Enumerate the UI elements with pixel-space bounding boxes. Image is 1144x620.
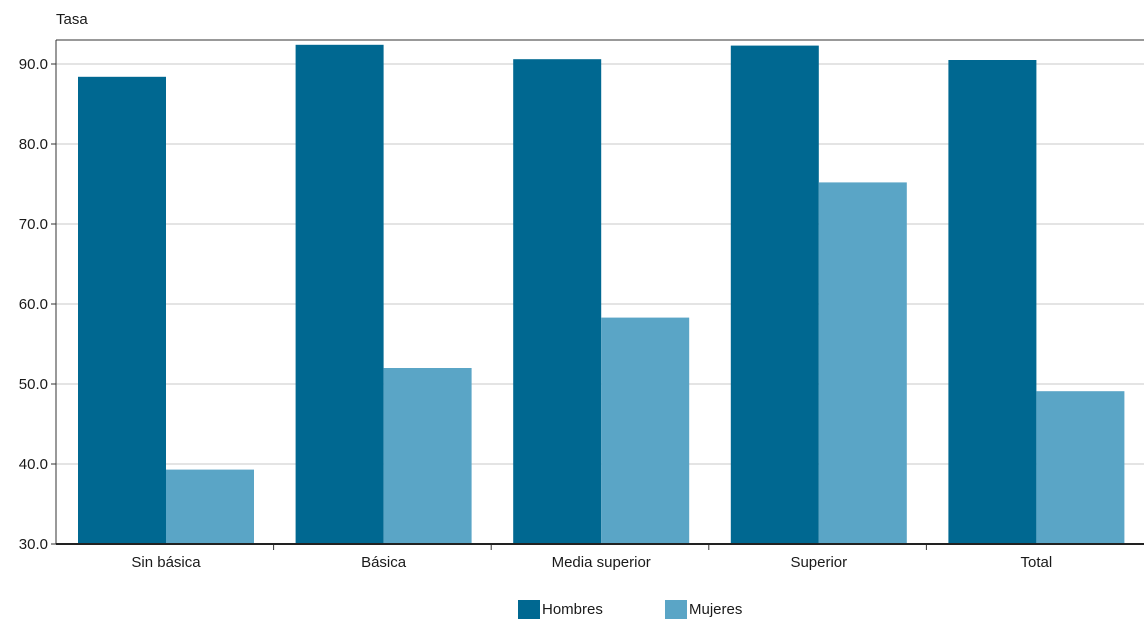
legend-swatch-mujeres — [665, 600, 687, 619]
bar-mujeres — [166, 469, 254, 544]
y-tick-label: 50.0 — [19, 376, 48, 393]
y-tick-label: 90.0 — [19, 56, 48, 73]
bar-mujeres — [601, 317, 690, 544]
legend-swatch-hombres — [518, 600, 540, 619]
bar-hombres — [730, 45, 819, 544]
legend-label-hombres: Hombres — [542, 601, 603, 618]
bar-hombres — [513, 59, 602, 544]
y-tick-label: 40.0 — [19, 456, 48, 473]
y-tick-label: 60.0 — [19, 296, 48, 313]
tick-labels: 30.0 40.0 50.0 60.0 70.0 80.0 90.0 Sin básica Bá… — [19, 56, 1052, 571]
y-tick-label: 30.0 — [19, 536, 48, 553]
y-tick-label: 70.0 — [19, 216, 48, 233]
x-tick-label: Total — [1021, 554, 1053, 571]
bar-mujeres — [1036, 391, 1125, 544]
bars — [78, 44, 1125, 545]
y-axis-label: Tasa — [56, 11, 88, 28]
axes — [51, 39, 1144, 550]
legend: Hombres Mujeres — [518, 600, 742, 619]
bar-hombres — [295, 44, 384, 545]
x-tick-label: Superior — [790, 554, 847, 571]
bar-hombres — [78, 76, 166, 545]
bar-mujeres — [383, 368, 472, 544]
bar-mujeres — [818, 182, 907, 544]
y-tick-label: 80.0 — [19, 136, 48, 153]
legend-label-mujeres: Mujeres — [689, 601, 742, 618]
bar-hombres — [948, 60, 1037, 544]
x-tick-label: Media superior — [552, 554, 651, 571]
x-tick-label: Básica — [361, 554, 407, 571]
x-tick-label: Sin básica — [131, 554, 201, 571]
